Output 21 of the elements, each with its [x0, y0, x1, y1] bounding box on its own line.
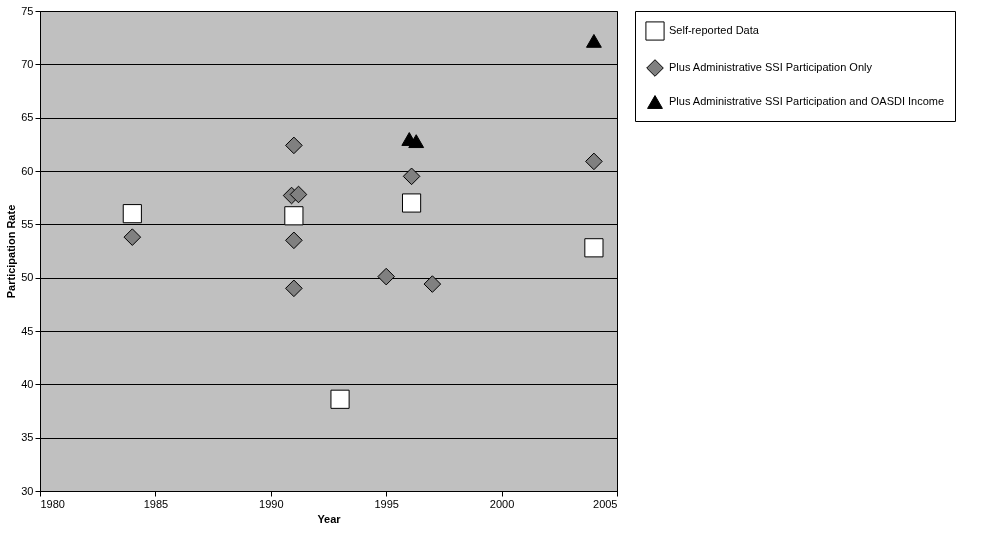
x-axis-title: Year	[317, 512, 342, 525]
y-tick-label: 60	[21, 164, 34, 177]
y-tick-label: 45	[21, 324, 34, 337]
x-tick-label: 1980	[40, 497, 65, 510]
y-tick-label: 35	[21, 431, 34, 444]
y-axis-title: Participation Rate	[5, 204, 18, 299]
legend-label: Self-reported Data	[669, 24, 760, 36]
y-tick-label: 40	[21, 377, 34, 390]
y-tick-label: 65	[21, 111, 34, 124]
x-tick-label: 2005	[593, 497, 618, 510]
x-tick-label: 1990	[259, 497, 284, 510]
x-tick-label: 1985	[143, 497, 169, 510]
x-tick-label: 2000	[489, 497, 515, 510]
legend-label: Plus Administrative SSI Participation and OASDI Income	[669, 95, 945, 107]
y-tick-label: 50	[21, 271, 34, 284]
y-tick-label: 70	[21, 57, 34, 70]
x-tick-label: 1995	[374, 497, 399, 510]
legend-label: Plus Administrative SSI Participation Only	[669, 61, 873, 73]
y-tick-label: 75	[21, 4, 34, 17]
y-tick-label: 30	[21, 484, 34, 497]
y-tick-label: 55	[21, 217, 34, 230]
